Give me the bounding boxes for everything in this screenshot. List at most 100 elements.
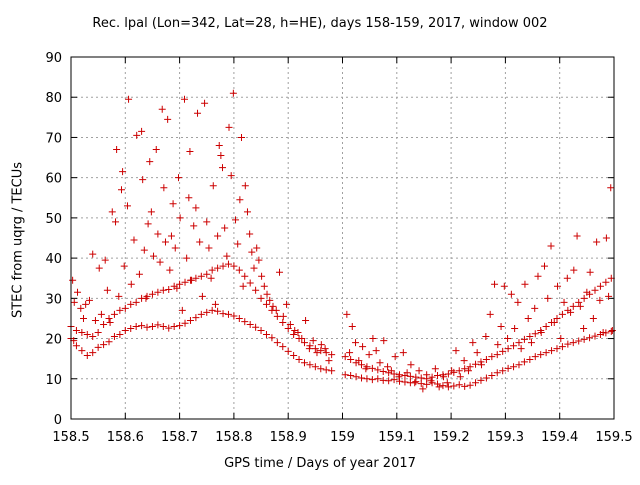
y-tick-label: 0 [54,413,62,428]
data-point [352,339,359,346]
data-point [154,230,161,237]
data-point [268,334,275,341]
data-point [374,366,381,373]
data-point [469,339,476,346]
data-point [148,208,155,215]
data-point [587,269,594,276]
data-point [310,337,317,344]
x-axis-label: GPS time / Days of year 2017 [0,456,640,471]
data-point [263,301,270,308]
data-point [162,239,169,246]
data-point [518,345,525,352]
data-point [217,152,224,159]
data-point [230,90,237,97]
data-point [236,196,243,203]
y-tick-label: 80 [45,91,62,106]
data-point [113,146,120,153]
data-point [219,164,226,171]
x-tick-label: 158.9 [270,430,307,445]
data-point [456,381,463,388]
data-point [302,317,309,324]
data-point [602,279,609,286]
data-point [543,323,550,330]
data-point [525,315,532,322]
data-point [609,327,616,334]
data-point [369,376,376,383]
y-tick-label: 60 [45,172,62,187]
y-tick-label: 40 [45,252,62,267]
data-point [130,237,137,244]
data-point [165,286,172,293]
data-point [273,307,280,314]
data-point [528,339,535,346]
data-point [246,230,253,237]
data-point [194,110,201,117]
data-point [283,301,290,308]
data-point [104,287,111,294]
data-point [407,361,414,368]
y-tick-label: 30 [45,292,62,307]
data-point [153,146,160,153]
data-point [591,287,598,294]
data-point [274,339,281,346]
data-point [78,347,85,354]
data-point [118,186,125,193]
data-point [401,378,408,385]
data-point [392,353,399,360]
data-point [263,331,270,338]
data-point [186,148,193,155]
data-point [210,182,217,189]
data-point [274,313,281,320]
data-point [541,263,548,270]
data-point [244,208,251,215]
data-point [369,335,376,342]
y-axis-label: STEC from uqrg / TECUs [11,162,26,318]
x-tick-label: 158.6 [107,430,144,445]
data-point [607,184,614,191]
y-tick-label: 20 [45,333,62,348]
data-point [185,194,192,201]
data-point [190,222,197,229]
data-point [157,259,164,266]
data-point [225,311,232,318]
data-point [369,365,376,372]
data-point [144,324,151,331]
data-point [521,281,528,288]
y-tick-label: 90 [45,51,62,66]
data-point [168,232,175,239]
data-point [419,385,426,392]
data-point [577,303,584,310]
data-point [359,343,366,350]
data-point [196,239,203,246]
data-point [581,295,588,302]
data-point [574,232,581,239]
data-point [149,323,156,330]
data-point [223,253,230,260]
data-point [559,311,566,318]
data-point [597,283,604,290]
data-point [564,275,571,282]
data-point [593,239,600,246]
data-point [160,184,167,191]
data-point [557,335,564,342]
data-point [146,158,153,165]
data-point [212,301,219,308]
data-point [98,311,105,318]
data-point [501,283,508,290]
data-point [253,245,260,252]
data-point [242,182,249,189]
data-point [139,176,146,183]
data-point [531,305,538,312]
data-point [376,359,383,366]
x-tick-label: 158.5 [52,430,89,445]
data-point [279,319,286,326]
y-tick-label: 50 [45,212,62,227]
data-point [290,352,297,359]
chart-title: Rec. lpal (Lon=342, Lat=28, h=HE), days … [0,16,640,31]
data-point [461,383,468,390]
data-point [258,327,265,334]
data-point [380,368,387,375]
data-point [581,336,588,343]
